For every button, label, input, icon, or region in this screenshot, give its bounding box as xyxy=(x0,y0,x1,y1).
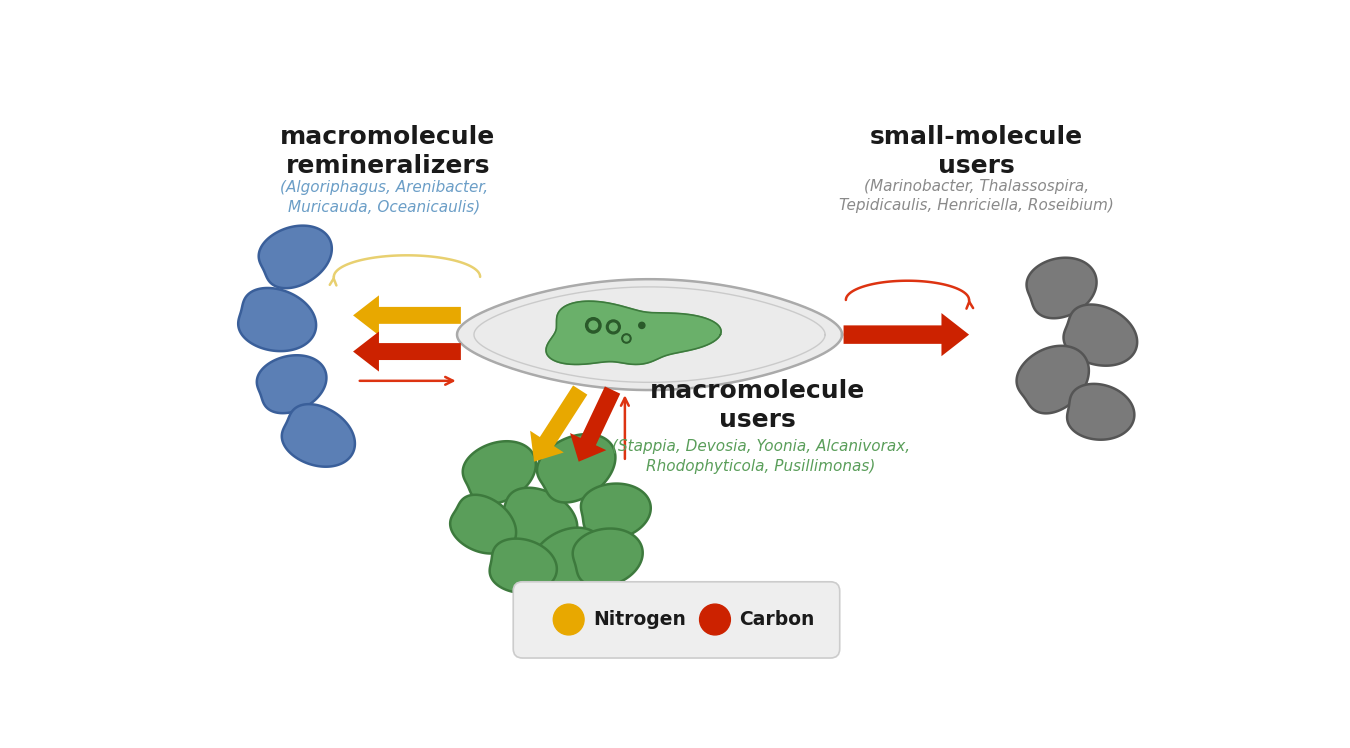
Polygon shape xyxy=(256,355,327,413)
Text: Nitrogen: Nitrogen xyxy=(593,610,686,629)
Polygon shape xyxy=(572,529,643,586)
Polygon shape xyxy=(844,313,969,356)
Polygon shape xyxy=(580,483,651,539)
Text: Carbon: Carbon xyxy=(740,610,815,629)
Polygon shape xyxy=(570,387,620,462)
Polygon shape xyxy=(1064,304,1137,366)
Polygon shape xyxy=(531,385,587,462)
Polygon shape xyxy=(490,539,556,593)
Polygon shape xyxy=(450,494,516,554)
Polygon shape xyxy=(238,288,316,351)
Polygon shape xyxy=(1066,384,1134,440)
Polygon shape xyxy=(1017,346,1089,414)
Circle shape xyxy=(639,322,645,328)
Circle shape xyxy=(622,334,630,343)
Circle shape xyxy=(586,318,601,333)
Text: macromolecule
remineralizers: macromolecule remineralizers xyxy=(279,124,495,178)
Text: small-molecule
users: small-molecule users xyxy=(871,124,1083,178)
Polygon shape xyxy=(500,488,578,552)
Polygon shape xyxy=(458,279,842,390)
Polygon shape xyxy=(354,295,460,335)
Polygon shape xyxy=(1026,258,1096,318)
Text: (Algoriphagus, Arenibacter,
Muricauda, Oceanicaulis): (Algoriphagus, Arenibacter, Muricauda, O… xyxy=(279,180,487,215)
FancyBboxPatch shape xyxy=(513,582,840,658)
Text: (Stappia, Devosia, Yoonia, Alcanivorax,
Rhodophyticola, Pusillimonas): (Stappia, Devosia, Yoonia, Alcanivorax, … xyxy=(612,439,910,473)
Polygon shape xyxy=(532,527,603,593)
Polygon shape xyxy=(545,301,721,364)
Polygon shape xyxy=(259,226,332,288)
Polygon shape xyxy=(282,404,355,467)
Circle shape xyxy=(699,604,730,635)
Polygon shape xyxy=(463,441,536,504)
Circle shape xyxy=(589,321,598,330)
Polygon shape xyxy=(354,331,460,372)
Circle shape xyxy=(624,336,629,341)
Circle shape xyxy=(609,323,617,331)
Polygon shape xyxy=(537,434,616,503)
Text: (Marinobacter, Thalassospira,
Tepidicaulis, Henriciella, Roseibium): (Marinobacter, Thalassospira, Tepidicaul… xyxy=(840,179,1114,213)
Text: macromolecule
users: macromolecule users xyxy=(649,378,865,432)
Circle shape xyxy=(554,604,585,635)
Circle shape xyxy=(606,320,620,334)
